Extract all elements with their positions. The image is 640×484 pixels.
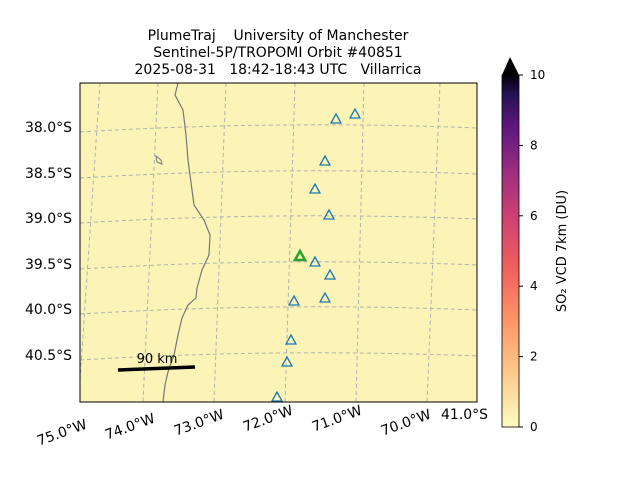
colorbar-scale bbox=[501, 74, 520, 428]
title-line: PlumeTraj University of Manchester bbox=[148, 28, 409, 44]
longitude-labels: 75.0°W 74.0°W 73.0°W 72.0°W 71.0°W 70.0°… bbox=[35, 403, 433, 450]
colorbar-tick-label: 8 bbox=[530, 138, 538, 152]
lon-label: 73.0°W bbox=[172, 407, 226, 440]
lat-label: 38.5°S bbox=[25, 166, 72, 182]
lon-label: 74.0°W bbox=[103, 411, 157, 444]
lon-label: 75.0°W bbox=[35, 417, 89, 450]
colorbar-tick-label: 0 bbox=[530, 420, 538, 434]
lat-label: 39.0°S bbox=[25, 211, 72, 227]
colorbar-extend bbox=[502, 57, 519, 75]
colorbar-tick-label: 4 bbox=[530, 279, 538, 293]
map-background bbox=[80, 83, 477, 402]
colorbar-label: SO₂ VCD 7km (DU) bbox=[555, 190, 570, 312]
coastline bbox=[162, 82, 211, 403]
map: 90 km bbox=[79, 82, 478, 403]
lon-label: 70.0°W bbox=[379, 407, 433, 440]
lat-label: 40.5°S bbox=[25, 348, 72, 364]
island bbox=[155, 154, 163, 165]
title-line: 2025-08-31 18:42-18:43 UTC Villarrica bbox=[135, 62, 422, 78]
latitude-labels: 38.0°S 38.5°S 39.0°S 39.5°S 40.0°S 40.5°… bbox=[25, 120, 488, 423]
lon-label: 72.0°W bbox=[241, 403, 295, 436]
graticule bbox=[79, 82, 478, 403]
lat-label: 40.0°S bbox=[25, 302, 72, 318]
colorbar: SO₂ VCD 7km (DU) 0 2 4 6 8 10 bbox=[501, 57, 570, 434]
scale-bar-label: 90 km bbox=[137, 352, 178, 367]
lon-label: 71.0°W bbox=[310, 403, 364, 436]
colorbar-tick-label: 2 bbox=[530, 350, 538, 364]
colorbar-tick-label: 6 bbox=[530, 209, 538, 223]
colorbar-tick-label: 10 bbox=[530, 68, 545, 82]
lat-label: 38.0°S bbox=[25, 120, 72, 136]
lat-label: 39.5°S bbox=[25, 257, 72, 273]
map-frame bbox=[79, 82, 478, 403]
scale-bar bbox=[117, 365, 196, 372]
lat-label: 41.0°S bbox=[441, 407, 488, 423]
title-line: Sentinel-5P/TROPOMI Orbit #40851 bbox=[153, 45, 402, 61]
